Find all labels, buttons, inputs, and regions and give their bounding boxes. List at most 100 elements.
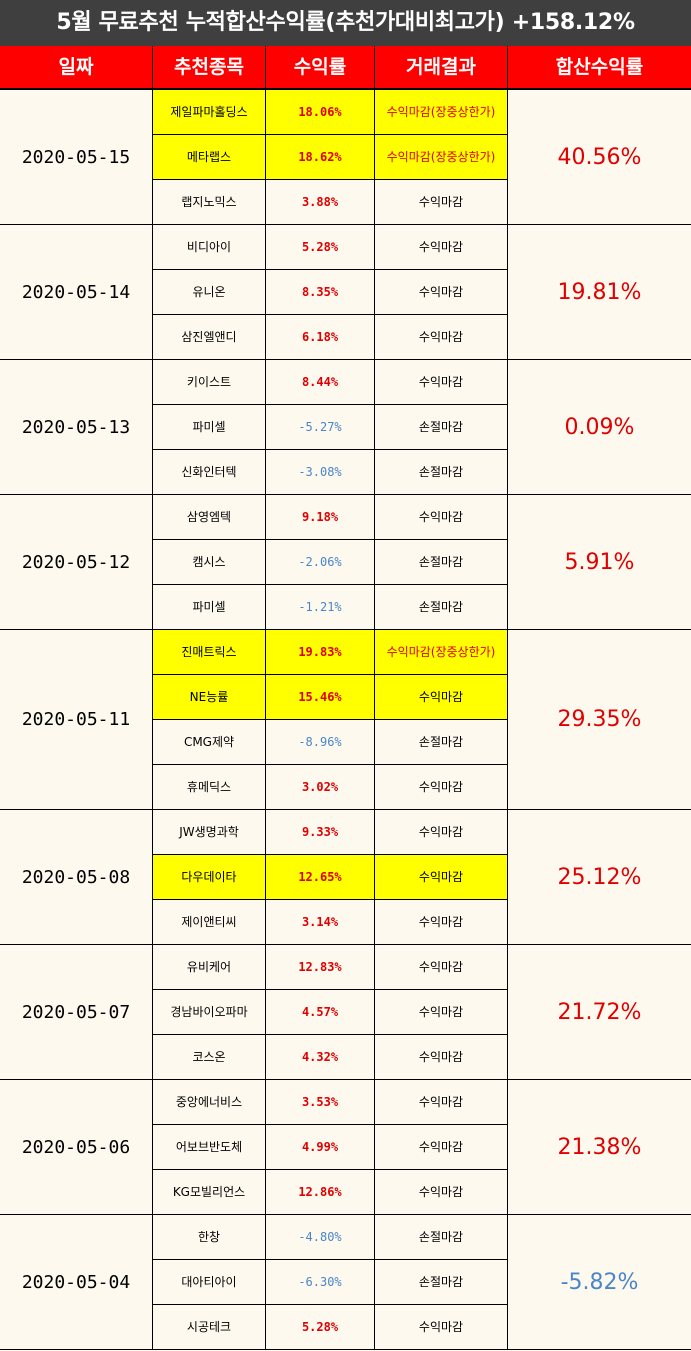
- trade-result: 수익마감: [375, 315, 508, 359]
- trade-result: 손절마감: [375, 585, 508, 629]
- table-row: 제일파마홀딩스 18.06% 수익마감(장중상한가): [153, 90, 508, 135]
- stock-name: 삼진엘앤디: [153, 315, 266, 359]
- combined-return: 40.56%: [557, 144, 642, 170]
- table-row: 중앙에너비스 3.53% 수익마감: [153, 1080, 508, 1125]
- date-group: 2020-05-15 제일파마홀딩스 18.06% 수익마감(장중상한가) 메타랩스 18…: [0, 90, 691, 225]
- stock-name: 한창: [153, 1215, 266, 1259]
- header-total: 합산수익률: [555, 56, 644, 78]
- trade-result: 수익마감(장중상한가): [375, 135, 508, 179]
- table-row: 키이스트 8.44% 수익마감: [153, 360, 508, 405]
- date-group: 2020-05-11 진매트릭스 19.83% 수익마감(장중상한가) NE능률 15.4…: [0, 630, 691, 810]
- trade-result: 수익마감: [375, 1170, 508, 1214]
- date-group: 2020-05-08 JW생명과학 9.33% 수익마감 다우데이타 12.65% 수익마감…: [0, 810, 691, 945]
- return-value: 9.18%: [266, 495, 375, 539]
- combined-return: 5.91%: [564, 549, 635, 575]
- trade-result: 수익마감: [375, 495, 508, 539]
- table-body: 2020-05-15 제일파마홀딩스 18.06% 수익마감(장중상한가) 메타랩스 18…: [0, 90, 691, 1351]
- return-value: -4.80%: [266, 1215, 375, 1259]
- trade-result: 수익마감: [375, 945, 508, 989]
- trade-result: 수익마감: [375, 900, 508, 944]
- table-row: 삼진엘앤디 6.18% 수익마감: [153, 315, 508, 360]
- table-row: 신화인터텍 -3.08% 손절마감: [153, 450, 508, 495]
- date-group: 2020-05-04 한창 -4.80% 손절마감 대아티아이 -6.30% 손절마감 시공테…: [0, 1215, 691, 1350]
- return-value: 5.28%: [266, 1305, 375, 1349]
- combined-return: 29.35%: [557, 707, 642, 732]
- trade-result: 수익마감: [375, 855, 508, 899]
- table-row: 삼영엠텍 9.18% 수익마감: [153, 495, 508, 540]
- table-row: 시공테크 5.28% 수익마감: [153, 1305, 508, 1350]
- table-row: 비디아이 5.28% 수익마감: [153, 225, 508, 270]
- table-header: 일짜 추천종목 수익률 거래결과 합산수익률: [0, 46, 691, 90]
- trade-result: 손절마감: [375, 450, 508, 494]
- return-value: 8.44%: [266, 360, 375, 404]
- table-row: 랩지노믹스 3.88% 수익마감: [153, 180, 508, 225]
- stock-name: 파미셀: [153, 405, 266, 449]
- table-row: 제이앤티씨 3.14% 수익마감: [153, 900, 508, 945]
- stock-name: CMG제약: [153, 720, 266, 764]
- date-group: 2020-05-07 유비케어 12.83% 수익마감 경남바이오파마 4.57% 수익마감…: [0, 945, 691, 1080]
- stock-name: 유니온: [153, 270, 266, 314]
- combined-return: 19.81%: [557, 279, 642, 305]
- table-row: 휴메딕스 3.02% 수익마감: [153, 765, 508, 810]
- return-value: 18.06%: [266, 90, 375, 134]
- trade-result: 손절마감: [375, 720, 508, 764]
- combined-return: 0.09%: [564, 414, 635, 440]
- return-value: -3.08%: [266, 450, 375, 494]
- stock-name: 랩지노믹스: [153, 180, 266, 224]
- table-row: 유비케어 12.83% 수익마감: [153, 945, 508, 990]
- stock-name: 코스온: [153, 1035, 266, 1079]
- table-row: KG모빌리언스 12.86% 수익마감: [153, 1170, 508, 1215]
- trade-result: 수익마감: [375, 675, 508, 719]
- table-row: JW생명과학 9.33% 수익마감: [153, 810, 508, 855]
- stock-name: 메타랩스: [153, 135, 266, 179]
- stock-name: 캠시스: [153, 540, 266, 584]
- stock-name: 진매트릭스: [153, 630, 266, 674]
- table-row: 파미셀 -5.27% 손절마감: [153, 405, 508, 450]
- return-value: -2.06%: [266, 540, 375, 584]
- stock-name: 유비케어: [153, 945, 266, 989]
- return-value: 12.65%: [266, 855, 375, 899]
- trade-result: 수익마감: [375, 1125, 508, 1169]
- stock-name: NE능률: [153, 675, 266, 719]
- date-cell: 2020-05-13: [0, 360, 153, 494]
- table-row: NE능률 15.46% 수익마감: [153, 675, 508, 720]
- trade-result: 손절마감: [375, 540, 508, 584]
- date-group: 2020-05-13 키이스트 8.44% 수익마감 파미셀 -5.27% 손절마감 신화인터…: [0, 360, 691, 495]
- return-value: 18.62%: [266, 135, 375, 179]
- return-value: 12.83%: [266, 945, 375, 989]
- return-value: -8.96%: [266, 720, 375, 764]
- stock-name: 휴메딕스: [153, 765, 266, 809]
- date-cell: 2020-05-04: [0, 1215, 153, 1349]
- page-title: 5월 무료추천 누적합산수익률(추천가대비최고가) +158.12%: [0, 0, 691, 46]
- return-value: 15.46%: [266, 675, 375, 719]
- header-stock: 추천종목: [153, 46, 266, 88]
- return-value: -1.21%: [266, 585, 375, 629]
- table-row: 어보브반도체 4.99% 수익마감: [153, 1125, 508, 1170]
- return-value: 12.86%: [266, 1170, 375, 1214]
- trade-result: 수익마감: [375, 225, 508, 269]
- return-value: -6.30%: [266, 1260, 375, 1304]
- header-return: 수익률: [266, 46, 375, 88]
- stock-name: 제일파마홀딩스: [153, 90, 266, 134]
- stock-name: 파미셀: [153, 585, 266, 629]
- trade-result: 수익마감: [375, 180, 508, 224]
- return-value: 19.83%: [266, 630, 375, 674]
- table-row: 한창 -4.80% 손절마감: [153, 1215, 508, 1260]
- return-value: 5.28%: [266, 225, 375, 269]
- return-value: 9.33%: [266, 810, 375, 854]
- date-group: 2020-05-12 삼영엠텍 9.18% 수익마감 캠시스 -2.06% 손절마감 파미셀 -…: [0, 495, 691, 630]
- trade-result: 수익마감: [375, 1305, 508, 1349]
- trade-result: 손절마감: [375, 405, 508, 449]
- stock-name: 삼영엠텍: [153, 495, 266, 539]
- table-row: 캠시스 -2.06% 손절마감: [153, 540, 508, 585]
- table-row: 파미셀 -1.21% 손절마감: [153, 585, 508, 630]
- return-value: 3.14%: [266, 900, 375, 944]
- return-value: 3.88%: [266, 180, 375, 224]
- trade-result: 수익마감: [375, 270, 508, 314]
- stock-name: 어보브반도체: [153, 1125, 266, 1169]
- trade-result: 손절마감: [375, 1260, 508, 1304]
- trade-result: 수익마감(장중상한가): [375, 630, 508, 674]
- table-row: 대아티아이 -6.30% 손절마감: [153, 1260, 508, 1305]
- trade-result: 손절마감: [375, 1215, 508, 1259]
